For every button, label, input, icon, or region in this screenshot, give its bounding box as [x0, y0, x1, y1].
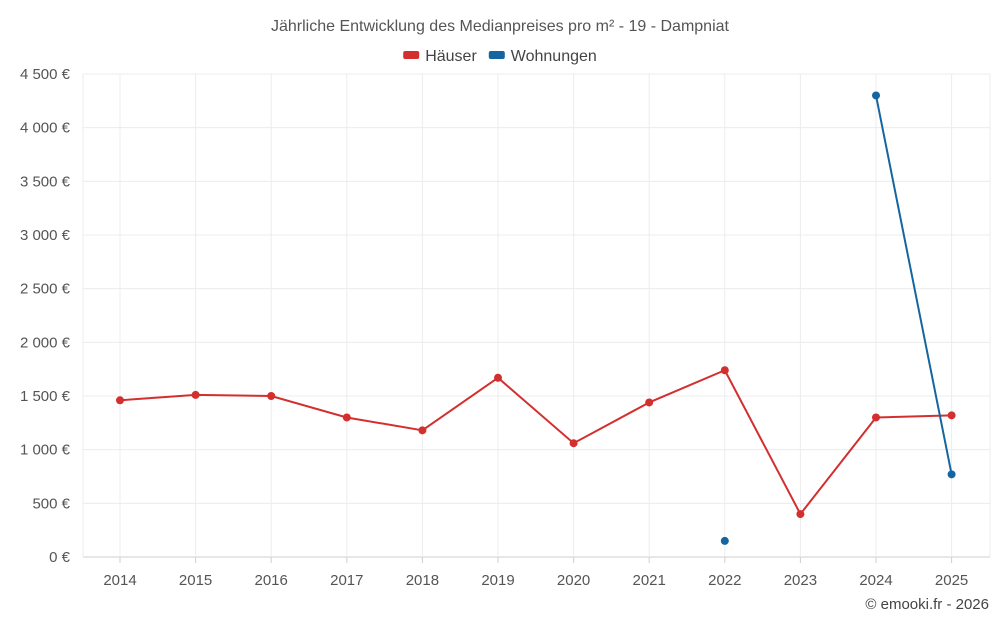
data-point: [116, 396, 124, 405]
data-point: [342, 413, 351, 422]
data-point: [796, 510, 805, 519]
legend-swatch: [488, 51, 505, 59]
data-point: [947, 411, 956, 420]
y-tick-label: 0 €: [49, 549, 71, 566]
y-tick-label: 4 500 €: [20, 66, 71, 83]
y-tick-label: 3 000 €: [20, 227, 71, 244]
data-point: [872, 91, 880, 100]
y-tick-label: 500 €: [32, 495, 70, 512]
x-tick-label: 2025: [935, 572, 968, 589]
x-tick-label: 2019: [481, 572, 514, 589]
y-tick-label: 4 000 €: [20, 120, 71, 137]
data-point: [872, 413, 880, 422]
data-point: [645, 398, 654, 407]
y-tick-label: 1 500 €: [20, 388, 71, 405]
y-tick-label: 1 000 €: [20, 442, 71, 459]
legend-item-wohnungen[interactable]: Wohnungen: [488, 48, 597, 65]
legend-label: Häuser: [425, 48, 477, 65]
y-tick-label: 3 500 €: [20, 173, 71, 190]
chart-title: Jährliche Entwicklung des Medianpreises …: [271, 18, 730, 35]
legend-label: Wohnungen: [511, 48, 597, 65]
x-tick-label: 2023: [784, 572, 817, 589]
data-point: [267, 392, 276, 400]
legend: Häuser Wohnungen: [403, 48, 597, 65]
credit-text: © emooki.fr - 2026: [865, 596, 989, 613]
data-point: [569, 439, 578, 448]
y-tick-label: 2 500 €: [20, 281, 71, 298]
x-tick-label: 2020: [557, 572, 590, 589]
x-tick-label: 2024: [859, 572, 892, 589]
x-axis-ticks: 2014 2015 2016 2017 2018 2019 2020 2021 2022 2023…: [103, 572, 968, 589]
x-tick-label: 2021: [633, 572, 666, 589]
series-häuser: [116, 366, 956, 519]
grid: [82, 73, 991, 563]
x-tick-label: 2022: [708, 572, 741, 589]
series-line: [875, 95, 953, 475]
y-axis-ticks: 0 € 500 € 1 000 € 1 500 € 2 000 € 2 500 € 3 00…: [20, 66, 71, 566]
x-tick-label: 2014: [103, 572, 136, 589]
y-tick-label: 2 000 €: [20, 334, 71, 351]
x-tick-label: 2015: [179, 572, 212, 589]
data-point: [720, 366, 729, 375]
x-tick-label: 2016: [255, 572, 288, 589]
data-point: [191, 390, 200, 399]
series-layer: [116, 91, 956, 545]
x-tick-label: 2018: [406, 572, 439, 589]
data-point: [947, 470, 956, 479]
data-point: [494, 373, 502, 382]
series-line: [119, 368, 952, 516]
legend-swatch: [403, 51, 420, 59]
data-point: [720, 536, 729, 545]
series-wohnungen: [720, 91, 956, 545]
legend-item-häuser[interactable]: Häuser: [403, 48, 477, 65]
x-tick-label: 2017: [330, 572, 363, 589]
data-point: [418, 426, 427, 435]
